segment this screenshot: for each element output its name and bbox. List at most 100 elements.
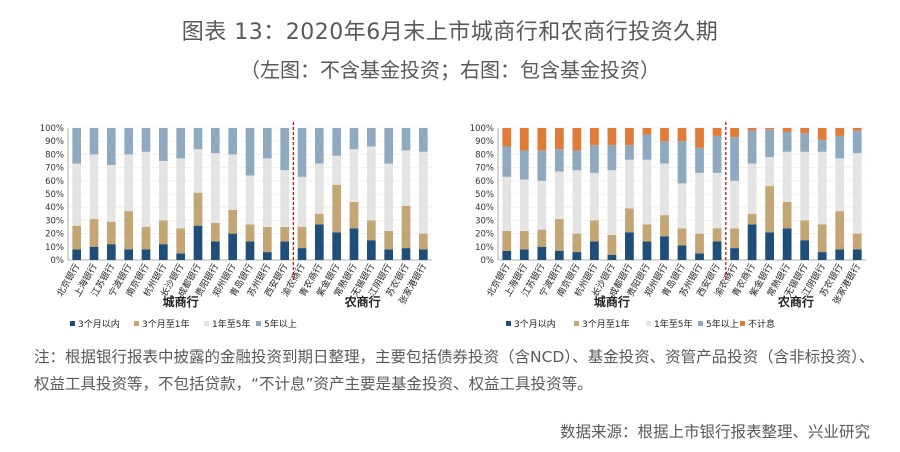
bar-segment <box>107 244 116 260</box>
bar-segment <box>730 128 739 138</box>
bar-segment <box>263 158 272 227</box>
bar-segment <box>159 161 168 221</box>
bar-segment <box>695 253 704 260</box>
bar-segment <box>315 163 324 214</box>
data-source: 数据来源：根据上市银行报表整理、兴业研究 <box>559 423 870 441</box>
y-tick-label: 50% <box>475 190 494 200</box>
bar-segment <box>228 209 237 234</box>
bar-segment <box>280 170 289 227</box>
bar-segment <box>730 180 739 229</box>
bar-segment <box>72 163 81 226</box>
bar-segment <box>502 250 512 260</box>
bar-segment <box>660 163 669 216</box>
legend-swatch <box>204 321 209 326</box>
legend-swatch <box>646 321 651 326</box>
legend-label: 不计息 <box>748 318 775 330</box>
bar-segment <box>800 240 810 260</box>
bar-segment <box>642 134 652 160</box>
legend-label: 3个月至1年 <box>582 318 629 330</box>
bar-segment <box>211 153 220 224</box>
bar-segment <box>782 151 792 202</box>
bar-segment <box>554 149 564 172</box>
bar-segment <box>712 135 722 173</box>
bar-segment <box>315 128 324 164</box>
bar-segment <box>554 219 564 251</box>
bar-segment <box>625 128 634 146</box>
bar-segment <box>349 228 359 260</box>
bar-segment <box>607 170 617 235</box>
bar-segment <box>607 145 617 171</box>
y-tick-label: 20% <box>45 230 64 240</box>
bar-segment <box>765 232 774 260</box>
bar-segment <box>89 219 99 247</box>
y-tick-label: 70% <box>475 164 494 174</box>
bar-segment <box>537 180 547 230</box>
bar-segment <box>297 227 307 249</box>
y-tick-label: 20% <box>475 230 494 240</box>
bar-segment <box>245 241 255 260</box>
bar-segment <box>263 227 272 253</box>
group-label: 城商行 <box>594 294 630 309</box>
bar-segment <box>695 233 704 254</box>
bar-segment <box>107 164 116 222</box>
y-tick-label: 40% <box>45 203 64 213</box>
y-tick-label: 10% <box>475 243 494 253</box>
bar-segment <box>800 133 810 152</box>
bar-segment <box>572 233 582 253</box>
bar-segment <box>124 249 133 260</box>
bar-segment <box>176 158 185 229</box>
bar-segment <box>367 128 376 147</box>
legend-label: 1年至5年 <box>654 318 692 330</box>
bar-segment <box>263 128 272 159</box>
bar-segment <box>419 249 428 260</box>
bar-segment <box>401 205 411 249</box>
bar-segment <box>835 158 845 212</box>
bar-segment <box>419 151 428 234</box>
bar-segment <box>625 208 634 233</box>
bar-segment <box>835 211 845 250</box>
bar-segment <box>367 220 376 241</box>
bar-segment <box>537 150 547 181</box>
bar-segment <box>124 211 133 250</box>
bar-segment <box>297 128 307 177</box>
bar-segment <box>747 163 757 214</box>
bar-segment <box>554 250 564 260</box>
bar-segment <box>280 241 289 260</box>
bar-segment <box>519 230 529 250</box>
bar-segment <box>349 149 359 202</box>
y-tick-label: 0% <box>481 256 495 266</box>
legend-label: 3个月以内 <box>78 318 120 330</box>
bar-segment <box>625 232 634 260</box>
bar-segment <box>642 241 652 260</box>
bar-segment <box>502 230 512 251</box>
bar-segment <box>817 252 827 260</box>
bar-segment <box>677 228 687 246</box>
bar-segment <box>677 245 687 260</box>
bar-segment <box>625 145 634 160</box>
bar-segment <box>642 128 652 135</box>
bar-segment <box>800 151 810 221</box>
y-tick-label: 70% <box>45 164 64 174</box>
bar-segment <box>660 141 669 164</box>
bar-segment <box>211 223 220 242</box>
y-tick-label: 90% <box>475 137 494 147</box>
bar-segment <box>72 128 81 164</box>
bar-segment <box>590 145 599 173</box>
bar-segment <box>572 252 582 260</box>
bar-segment <box>607 254 617 260</box>
bar-segment <box>519 128 529 151</box>
y-tick-label: 40% <box>475 203 494 213</box>
bar-segment <box>89 246 99 260</box>
bar-segment <box>817 128 827 140</box>
bar-segment <box>263 252 272 260</box>
bar-segment <box>384 230 393 250</box>
bar-segment <box>660 215 669 237</box>
bar-segment <box>107 221 116 245</box>
y-tick-label: 10% <box>45 243 64 253</box>
bar-segment <box>765 128 774 130</box>
bar-segment <box>712 241 722 260</box>
legend-swatch <box>698 321 703 326</box>
bar-segment <box>572 128 582 151</box>
bar-segment <box>765 157 774 187</box>
bar-segment <box>502 176 512 231</box>
